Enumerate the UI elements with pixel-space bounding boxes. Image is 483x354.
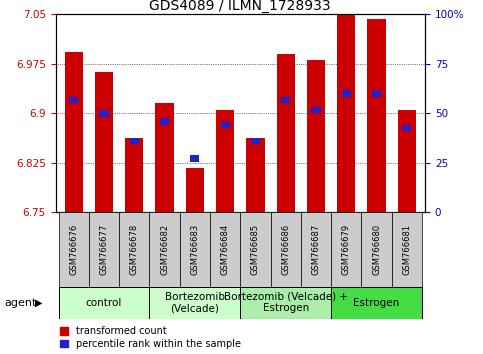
Bar bbox=[281, 97, 290, 103]
Bar bbox=[337, 16, 355, 212]
Legend: transformed count, percentile rank within the sample: transformed count, percentile rank withi… bbox=[60, 326, 241, 349]
Text: ▶: ▶ bbox=[35, 298, 43, 308]
Bar bbox=[342, 90, 351, 97]
Bar bbox=[130, 138, 139, 144]
Text: GSM766684: GSM766684 bbox=[221, 224, 229, 275]
Bar bbox=[277, 54, 295, 212]
Bar bbox=[221, 122, 230, 129]
Bar bbox=[216, 110, 234, 212]
Text: GSM766678: GSM766678 bbox=[130, 224, 139, 275]
Bar bbox=[149, 212, 180, 287]
Bar bbox=[58, 287, 149, 319]
Bar bbox=[95, 72, 113, 212]
Bar bbox=[156, 103, 174, 212]
Bar bbox=[58, 212, 89, 287]
Bar bbox=[241, 212, 270, 287]
Text: GSM766682: GSM766682 bbox=[160, 224, 169, 275]
Text: GSM766687: GSM766687 bbox=[312, 224, 321, 275]
Text: control: control bbox=[86, 298, 122, 308]
Bar bbox=[251, 138, 260, 144]
Bar bbox=[160, 118, 169, 125]
Text: GSM766683: GSM766683 bbox=[190, 224, 199, 275]
Text: agent: agent bbox=[5, 298, 37, 308]
Text: GSM766680: GSM766680 bbox=[372, 224, 381, 275]
Title: GDS4089 / ILMN_1728933: GDS4089 / ILMN_1728933 bbox=[149, 0, 331, 13]
Bar bbox=[392, 212, 422, 287]
Text: GSM766676: GSM766676 bbox=[69, 224, 78, 275]
Bar bbox=[312, 107, 321, 113]
Bar bbox=[331, 287, 422, 319]
Bar bbox=[180, 212, 210, 287]
Bar bbox=[190, 155, 199, 161]
Text: GSM766685: GSM766685 bbox=[251, 224, 260, 275]
Bar bbox=[270, 212, 301, 287]
Bar bbox=[89, 212, 119, 287]
Bar bbox=[99, 110, 109, 116]
Text: Estrogen: Estrogen bbox=[354, 298, 400, 308]
Bar bbox=[125, 138, 143, 212]
Bar bbox=[65, 52, 83, 212]
Text: GSM766679: GSM766679 bbox=[342, 224, 351, 275]
Bar bbox=[241, 287, 331, 319]
Bar bbox=[307, 61, 325, 212]
Bar bbox=[398, 110, 416, 212]
Bar bbox=[402, 125, 412, 131]
Bar bbox=[69, 97, 78, 103]
Text: Bortezomib
(Velcade): Bortezomib (Velcade) bbox=[165, 292, 225, 314]
Bar bbox=[372, 90, 381, 97]
Text: Bortezomib (Velcade) +
Estrogen: Bortezomib (Velcade) + Estrogen bbox=[224, 292, 348, 314]
Bar bbox=[186, 168, 204, 212]
Bar bbox=[210, 212, 241, 287]
Text: GSM766681: GSM766681 bbox=[402, 224, 412, 275]
Bar bbox=[331, 212, 361, 287]
Bar bbox=[119, 212, 149, 287]
Bar bbox=[149, 287, 241, 319]
Bar bbox=[361, 212, 392, 287]
Bar bbox=[301, 212, 331, 287]
Bar bbox=[368, 19, 385, 212]
Bar bbox=[246, 138, 265, 212]
Text: GSM766686: GSM766686 bbox=[281, 224, 290, 275]
Text: GSM766677: GSM766677 bbox=[99, 224, 109, 275]
